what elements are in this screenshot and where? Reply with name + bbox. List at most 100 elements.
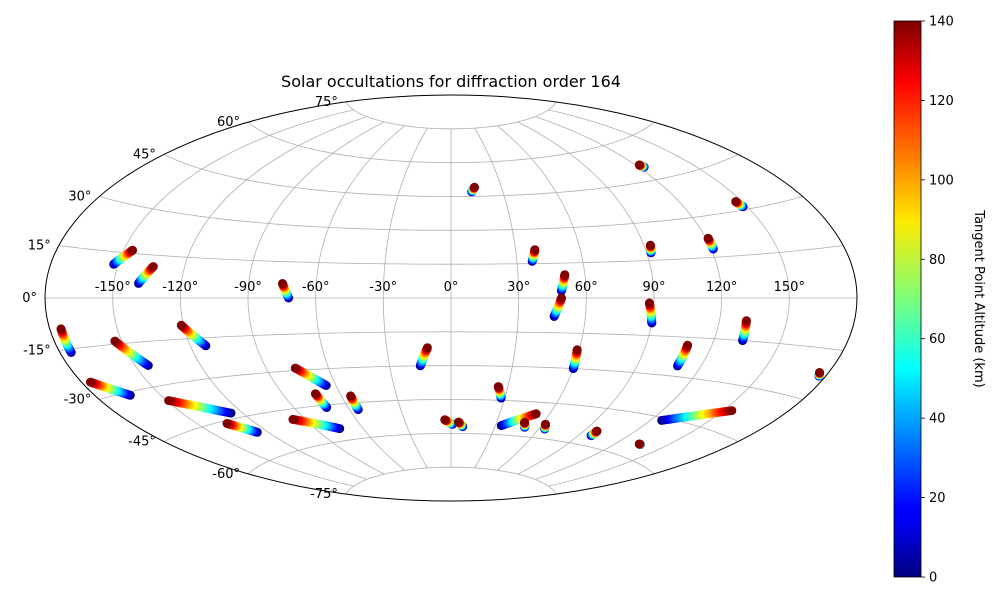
occultation-track [703,233,718,254]
occultation-track [222,419,262,437]
track-point [634,160,644,170]
occultation-track [278,279,294,303]
map-boundary [44,94,858,502]
parallel-line [58,245,844,265]
occultation-track [586,426,602,441]
lon-tick-label: 90° [642,280,665,295]
lon-tick-label: -150° [95,280,131,295]
parallel-line [247,432,655,475]
lon-tick-label: 150° [774,280,805,295]
occultation-track [134,262,158,288]
occultation-track [738,316,751,346]
occultation-track [440,415,457,429]
track-point [531,409,541,419]
occultation-track [645,240,656,258]
track-point [454,417,464,427]
track-point [644,298,654,308]
track-point [290,363,300,373]
occultation-track [290,363,331,390]
track-point [727,406,737,416]
track-point [148,262,158,272]
occultation-track [496,409,541,431]
colorbar-tick-label: 120 [929,94,954,109]
colorbar-tick-label: 0 [929,571,937,586]
colorbar-label: Tangent Point Altitude (km) [971,209,986,387]
colorbar-tick-label: 140 [929,15,954,30]
colorbar-ticks: 0 20 40 60 80 100 120 140 [921,15,954,586]
parallel-line [99,196,803,231]
colorbar-tick-label: 100 [929,173,954,188]
occultation-track [310,389,332,412]
occultation-track [415,343,432,371]
lon-tick-label: -120° [162,280,198,295]
occultation-track [56,324,76,357]
track-point [222,419,232,428]
parallel-line [163,399,739,442]
parallel-line [247,121,655,164]
occultation-track [568,345,582,374]
occultation-track [493,382,506,403]
occultation-track [549,293,566,321]
occultation-track [673,340,693,371]
track-point [440,415,450,425]
track-point [520,417,529,427]
lat-tick-label: 45° [133,148,156,163]
track-point [128,245,138,255]
occultation-track [644,298,657,328]
occultation-track [109,245,138,269]
occultation-track [657,406,737,425]
occultation-track [454,417,468,432]
occultation-track [176,320,211,351]
lon-tick-label: 30° [507,280,530,295]
colorbar [894,21,921,577]
track-point [572,345,582,355]
colorbar-tick-label: 80 [929,253,946,268]
track-point [530,245,540,255]
track-point [278,279,287,288]
occultation-track [634,439,645,449]
track-point [815,368,825,377]
occultation-track [110,336,153,370]
parallel-line [58,331,844,351]
occultation-track [164,396,236,418]
chart-title: Solar occultations for diffraction order… [281,72,621,91]
occultation-track [86,377,135,400]
lon-tick-label: -30° [369,280,397,295]
lat-tick-label: 60° [217,115,240,130]
lat-tick-label: -30° [64,393,92,408]
parallel-line [345,101,557,130]
colorbar-frame [893,20,922,578]
lon-tick-label: -60° [302,280,330,295]
track-point [422,343,432,353]
lon-tick-label: 120° [706,280,737,295]
occultation-track [634,160,649,172]
colorbar-tick-label: 40 [929,412,946,427]
track-point [741,316,751,326]
lat-tick-label: -60° [212,467,240,482]
lon-tick-label: 60° [575,280,598,295]
parallel-line [345,466,557,495]
occultation-track [288,414,345,434]
track-point [288,414,298,424]
track-point [346,391,356,401]
lat-tick-label: 30° [68,190,91,205]
track-point [592,426,602,436]
track-point [560,270,570,280]
occultation-track [814,368,825,381]
parallel-line [99,365,803,400]
lat-tick-label: -15° [23,344,51,359]
occultation-tracks [56,160,825,449]
longitude-tick-labels: -150° -120° -90° -60° -30° 0° 30° 60° 90° 120° 150… [95,280,805,295]
lon-tick-label: -90° [234,280,262,295]
track-point [110,336,120,346]
track-point [164,396,174,406]
colorbar-tick-label: 60 [929,332,946,347]
occultation-track [467,182,479,197]
occultation-track [731,197,748,212]
track-point [645,240,655,250]
occultation-track [520,417,530,432]
occultation-track [556,270,570,296]
track-point [470,182,479,192]
latitude-tick-labels: -75° -60° -45° -30° -15° 0° 15° 30° 45° 60° 75° [22,95,338,502]
